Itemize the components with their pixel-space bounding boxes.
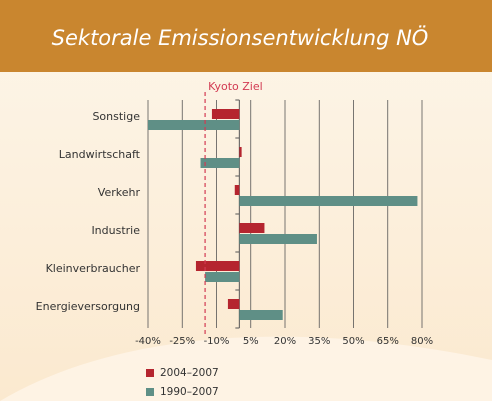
- header-band: [0, 0, 492, 72]
- y-tick-label: Sonstige: [92, 110, 140, 123]
- bar: [227, 299, 240, 309]
- legend-swatch: [146, 369, 154, 377]
- y-tick-label: Kleinverbraucher: [46, 262, 141, 275]
- x-tick-label: 20%: [274, 336, 296, 347]
- legend-label: 2004–2007: [160, 367, 219, 379]
- bar: [239, 310, 283, 320]
- bar: [205, 272, 240, 282]
- legend-label: 1990–2007: [160, 386, 219, 398]
- y-tick-label: Verkehr: [98, 186, 141, 199]
- bar: [239, 223, 265, 233]
- x-tick-label: -40%: [135, 336, 161, 347]
- x-tick-label: 65%: [377, 336, 399, 347]
- x-tick-label: -25%: [169, 336, 195, 347]
- bar: [239, 234, 317, 244]
- bar: [239, 196, 418, 206]
- x-tick-label: 50%: [342, 336, 364, 347]
- x-tick-label: 5%: [243, 336, 259, 347]
- bar: [148, 120, 240, 130]
- bar: [211, 109, 240, 119]
- x-tick-label: -10%: [204, 336, 230, 347]
- bar: [195, 261, 240, 271]
- bar: [234, 185, 240, 195]
- chart-title: Sektorale Emissionsentwicklung NÖ: [52, 25, 429, 50]
- legend-swatch: [146, 388, 154, 396]
- decor-wave: [0, 336, 492, 401]
- x-tick-label: 80%: [411, 336, 433, 347]
- x-tick-label: 35%: [308, 336, 330, 347]
- y-tick-label: Industrie: [91, 224, 140, 237]
- y-tick-label: Landwirtschaft: [59, 148, 141, 161]
- bar: [200, 158, 240, 168]
- bar: [239, 147, 242, 157]
- kyoto-label: Kyoto Ziel: [208, 80, 263, 93]
- y-tick-label: Energieversorgung: [36, 300, 140, 313]
